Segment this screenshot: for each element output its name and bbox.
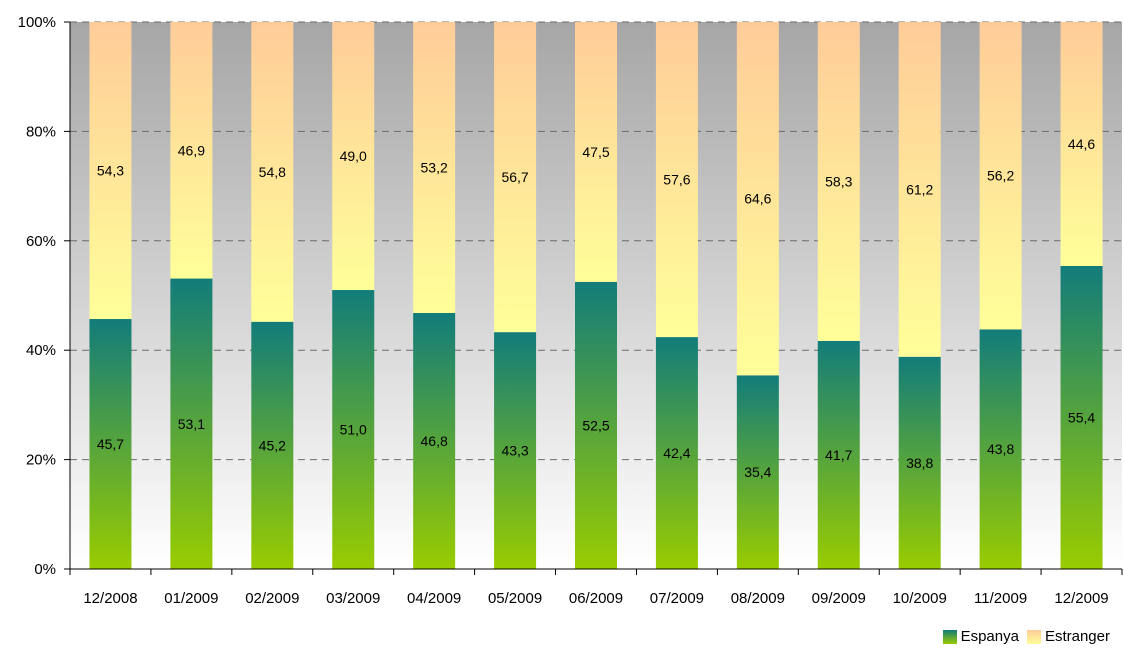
data-label-estranger: 57,6 xyxy=(663,172,690,188)
x-tick-label: 05/2009 xyxy=(488,590,542,607)
data-label-estranger: 54,3 xyxy=(97,163,124,179)
data-label-estranger: 46,9 xyxy=(178,142,205,158)
data-label-espanya: 35,4 xyxy=(744,464,771,480)
bar-espanya xyxy=(655,337,698,569)
y-tick-label: 20% xyxy=(26,452,56,469)
data-label-espanya: 45,2 xyxy=(259,437,286,453)
data-label-estranger: 54,8 xyxy=(259,164,286,180)
x-tick-label: 02/2009 xyxy=(245,590,299,607)
x-tick-label: 01/2009 xyxy=(164,590,218,607)
data-label-estranger: 64,6 xyxy=(744,191,771,207)
bar-espanya xyxy=(575,281,617,569)
bar-espanya xyxy=(89,319,132,569)
x-tick-label: 12/2008 xyxy=(83,590,137,607)
bar-espanya xyxy=(1060,265,1103,569)
legend-label-estranger: Estranger xyxy=(1044,628,1110,645)
bar-estranger xyxy=(494,22,537,333)
bar-espanya xyxy=(494,332,537,569)
y-tick-label: 100% xyxy=(18,14,56,31)
data-label-espanya: 53,1 xyxy=(178,416,205,432)
bar-estranger xyxy=(413,22,456,314)
bar-estranger xyxy=(575,22,617,282)
legend-swatch-espanya xyxy=(942,629,957,644)
bar-estranger xyxy=(817,22,860,341)
legend-item-estranger: Estranger xyxy=(1026,628,1110,645)
bar-espanya xyxy=(332,290,375,569)
x-tick-label: 07/2009 xyxy=(650,590,704,607)
bar-estranger xyxy=(979,22,1022,330)
x-tick-label: 08/2009 xyxy=(731,590,785,607)
bar-espanya xyxy=(817,340,860,569)
bar-estranger xyxy=(898,22,941,357)
data-labels: 45,7 54,3 53,1 46,9 45,2 54,8 51,0 49,0 46,8 53,2… xyxy=(97,136,1096,480)
data-label-espanya: 46,8 xyxy=(421,433,448,449)
legend-label-espanya: Espanya xyxy=(960,628,1019,645)
data-label-estranger: 47,5 xyxy=(582,144,609,160)
x-tick-label: 11/2009 xyxy=(974,590,1027,607)
bar-estranger xyxy=(1060,22,1103,266)
bar-estranger xyxy=(332,22,375,291)
legend-swatch-estranger xyxy=(1026,629,1041,644)
x-tick-label: 09/2009 xyxy=(812,590,866,607)
data-label-espanya: 43,3 xyxy=(501,443,528,459)
data-label-estranger: 53,2 xyxy=(421,160,448,176)
data-label-estranger: 44,6 xyxy=(1068,136,1095,152)
bar-espanya xyxy=(251,321,294,569)
data-label-espanya: 42,4 xyxy=(663,445,690,461)
bar-estranger xyxy=(251,22,294,322)
x-tick-label: 03/2009 xyxy=(326,590,380,607)
data-label-espanya: 38,8 xyxy=(906,455,933,471)
x-tick-label: 12/2009 xyxy=(1054,590,1108,607)
data-label-estranger: 56,2 xyxy=(987,168,1014,184)
bar-estranger xyxy=(655,22,698,338)
data-label-espanya: 43,8 xyxy=(987,441,1014,457)
legend-item-espanya: Espanya xyxy=(942,628,1019,645)
bar-estranger xyxy=(736,22,779,376)
data-label-espanya: 45,7 xyxy=(97,436,124,452)
data-label-estranger: 56,7 xyxy=(501,169,528,185)
bar-espanya xyxy=(898,356,941,569)
x-tick-label: 04/2009 xyxy=(407,590,461,607)
data-label-espanya: 51,0 xyxy=(340,422,367,438)
y-tick-label: 60% xyxy=(26,233,56,250)
bar-espanya xyxy=(736,375,779,569)
gridlines xyxy=(70,21,1122,461)
y-tick-label: 0% xyxy=(34,561,56,578)
bar-espanya xyxy=(413,313,456,569)
data-label-estranger: 49,0 xyxy=(340,148,367,164)
y-tick-label: 80% xyxy=(26,123,56,140)
data-label-espanya: 41,7 xyxy=(825,447,852,463)
data-label-espanya: 52,5 xyxy=(582,417,609,433)
data-label-estranger: 61,2 xyxy=(906,181,933,197)
y-tick-label: 40% xyxy=(26,342,56,359)
bar-espanya xyxy=(170,278,213,569)
axes: 0% 20% 40% 60% 80% 100% 12/2008 01/2009 02/2009 0… xyxy=(18,14,1123,607)
bar-estranger xyxy=(89,22,132,320)
x-tick-label: 06/2009 xyxy=(569,590,623,607)
bar-estranger xyxy=(170,22,213,279)
bar-espanya xyxy=(979,329,1022,569)
data-label-espanya: 55,4 xyxy=(1068,409,1095,425)
x-tick-label: 10/2009 xyxy=(893,590,947,607)
bars xyxy=(89,22,1103,569)
data-label-estranger: 58,3 xyxy=(825,173,852,189)
legend: Espanya Estranger xyxy=(942,628,1110,645)
